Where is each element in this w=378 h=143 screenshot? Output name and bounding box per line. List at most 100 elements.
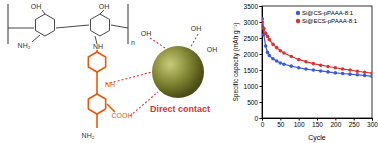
series-marker (334, 66, 338, 70)
series-marker (279, 61, 283, 65)
series-marker (348, 72, 352, 76)
x-tick: 200 (330, 118, 341, 128)
y-tick-label: 3500 (244, 3, 259, 10)
series-marker (363, 74, 367, 78)
series-marker (334, 71, 338, 75)
legend-label: Si@CS-pPAAA-8:1 (302, 10, 354, 16)
y-tick: 3500 (244, 3, 262, 10)
diagram-label: NH (93, 43, 103, 50)
y-tick-label: 1500 (244, 67, 259, 74)
x-tick-label: 300 (367, 121, 378, 128)
series-marker (312, 68, 316, 72)
diagram-label: Direct contact (150, 104, 210, 114)
diagram-label: NH₂ (82, 132, 95, 139)
series-marker (264, 31, 268, 35)
y-tick-mark (260, 38, 263, 39)
hydrogen-bond (190, 34, 198, 48)
diagram-label: OH (141, 30, 152, 37)
x-tick-label: 150 (312, 121, 323, 128)
bracket (128, 4, 129, 44)
series-line (262, 22, 372, 73)
y-tick-label: 3000 (244, 19, 259, 26)
diagram-label: NH (105, 81, 115, 88)
bond (56, 25, 89, 28)
y-tick: 1000 (244, 83, 262, 90)
series-marker (266, 51, 270, 55)
x-tick-label: 200 (330, 121, 341, 128)
diagram-label: n (131, 39, 135, 46)
series-marker (312, 62, 316, 66)
series-marker (262, 20, 264, 24)
hydrogen-bond (150, 38, 165, 48)
chain-bond (96, 114, 98, 128)
series-marker (262, 27, 266, 31)
series-marker (341, 67, 345, 71)
diagram-label: NH₂ (18, 42, 31, 49)
plot-frame (262, 6, 372, 118)
aniline-ring (88, 94, 105, 114)
series-marker (326, 65, 330, 69)
series-marker (282, 62, 286, 66)
chain-bond (107, 104, 115, 112)
chain-bond (96, 72, 98, 94)
y-tick-mark (260, 86, 263, 87)
series-marker (370, 71, 372, 75)
series-marker (319, 69, 323, 73)
x-tick: 250 (349, 118, 360, 128)
series-marker (363, 70, 367, 74)
y-tick-mark (260, 118, 263, 119)
y-tick-label: 1000 (244, 83, 259, 90)
diagram-label: OH (191, 25, 202, 32)
y-tick: 2500 (244, 35, 262, 42)
plot-area (262, 17, 372, 78)
series-marker (290, 55, 294, 59)
structure-diagram: OHOHNH₂NHOHOHOHNHCOOHNH₂nDirect contact (8, 3, 217, 139)
series-marker (341, 72, 345, 76)
series-marker (271, 43, 275, 47)
si-particle (152, 46, 204, 98)
series-marker (262, 17, 264, 21)
y-tick-label: 2000 (244, 51, 259, 58)
legend-marker (296, 19, 300, 23)
x-tick: 0 (261, 118, 265, 128)
series-marker (326, 70, 330, 74)
legend-marker (296, 11, 300, 15)
series-marker (275, 46, 279, 50)
series-marker (370, 75, 372, 79)
y-tick-mark (260, 6, 263, 7)
bond (42, 10, 45, 14)
bond (111, 25, 128, 28)
x-axis: 050100150200250300 (261, 118, 378, 128)
x-tick: 150 (312, 118, 323, 128)
y-tick: 2000 (244, 51, 262, 58)
x-tick: 100 (294, 118, 305, 128)
y-tick-label: 0 (254, 115, 258, 122)
x-tick: 300 (367, 118, 378, 128)
aniline-ring (88, 52, 105, 72)
diagram-label: OH (31, 3, 42, 10)
legend-label: Si@ECS-pPAAA-8:1 (302, 18, 358, 24)
series-marker (297, 66, 301, 70)
bond (8, 28, 34, 29)
x-axis-title: Cycle (308, 134, 326, 142)
x-tick-label: 100 (294, 121, 305, 128)
y-tick-label: 500 (247, 99, 258, 106)
series-line (262, 19, 372, 77)
sugar-ring (90, 14, 109, 36)
series-marker (304, 60, 308, 64)
x-tick-label: 0 (261, 121, 265, 128)
y-tick: 3000 (244, 19, 262, 26)
series-marker (290, 64, 294, 68)
series-marker (271, 57, 275, 61)
y-tick-mark (260, 70, 263, 71)
x-tick-label: 250 (349, 121, 360, 128)
series-marker (266, 35, 270, 39)
y-axis-title: Specific capacity (mAh g⁻¹) (232, 23, 240, 102)
series-marker (319, 63, 323, 67)
legend: Si@CS-pPAAA-8:1 Si@ECS-pPAAA-8:1 (296, 10, 358, 24)
series-marker (279, 49, 283, 53)
bond (100, 10, 104, 14)
y-tick-mark (260, 22, 263, 23)
diagram-label: OH (207, 46, 218, 53)
chain-bond (96, 50, 98, 52)
